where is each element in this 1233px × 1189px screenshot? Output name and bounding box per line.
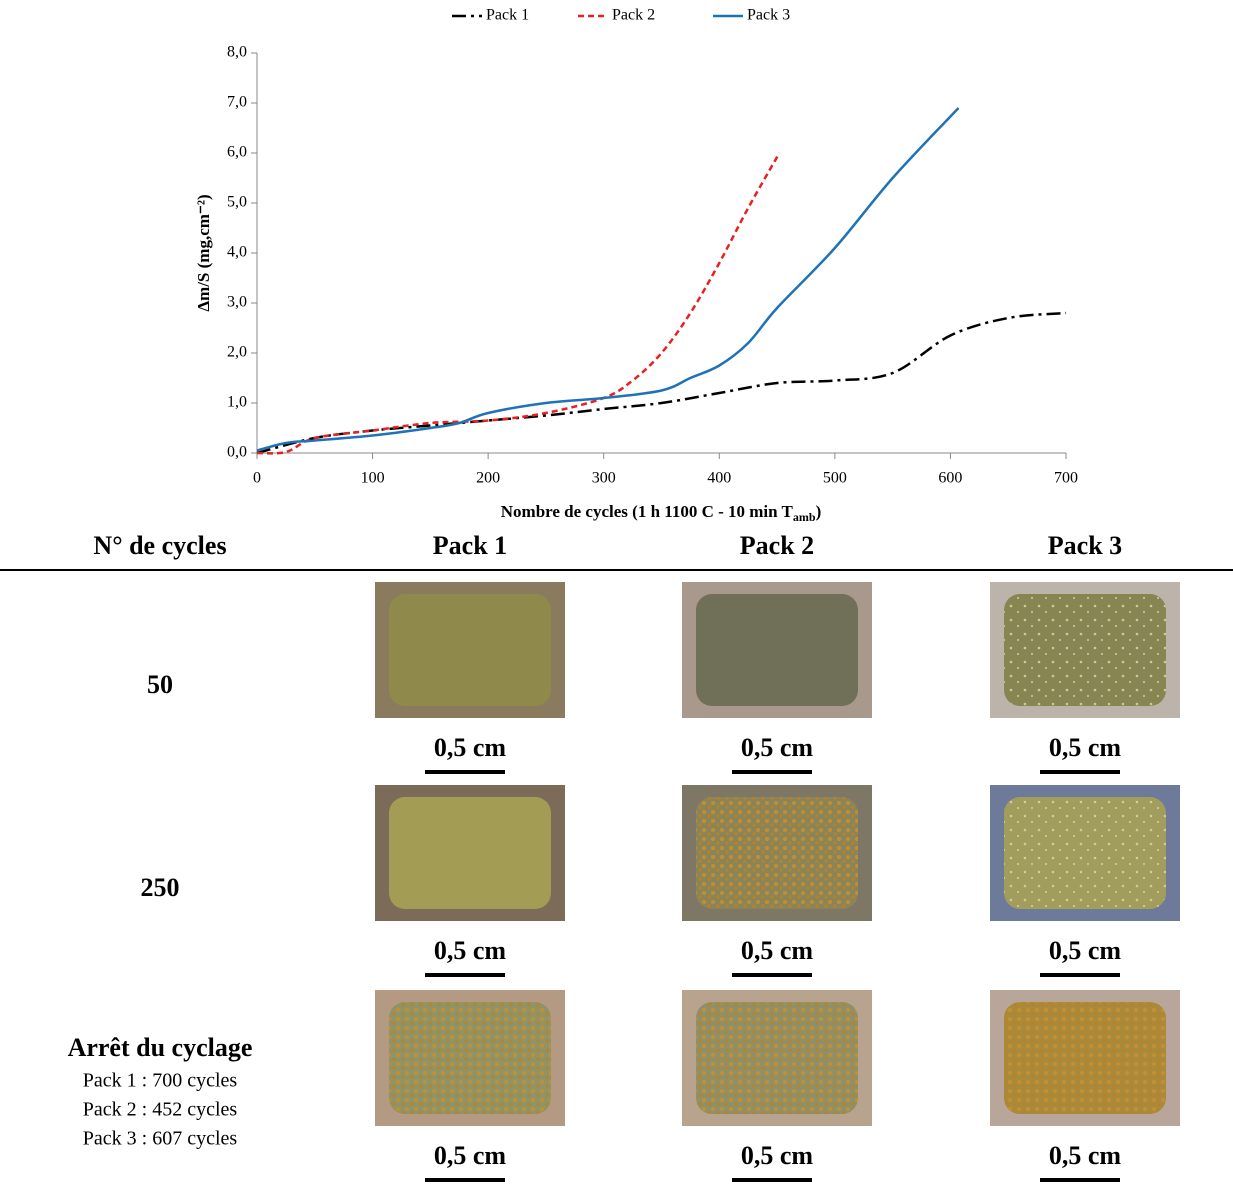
row-note: Pack 1 : 700 cycles — [83, 1070, 238, 1092]
x-tick-label: 0 — [253, 470, 261, 487]
x-title-end: ) — [816, 502, 822, 521]
x-axis-title: Nombre de cycles (1 h 1100 C - 10 min Ta… — [501, 502, 821, 524]
scale-label: 0,5 cm — [1049, 733, 1122, 762]
legend-label: Pack 3 — [747, 7, 790, 24]
y-tick-label: 4,0 — [227, 244, 247, 261]
x-tick-label: 600 — [938, 470, 962, 487]
series-line — [256, 107, 960, 452]
scale-label: 0,5 cm — [1049, 936, 1122, 965]
series-line — [256, 152, 781, 455]
row-note: Pack 3 : 607 cycles — [83, 1128, 238, 1150]
y-tick-label: 6,0 — [227, 144, 247, 161]
y-tick-label: 0,0 — [227, 444, 247, 461]
y-tick-label: 3,0 — [227, 294, 247, 311]
scale-label: 0,5 cm — [741, 936, 814, 965]
sample-texture — [389, 1002, 551, 1114]
x-title-sub: amb — [793, 510, 816, 524]
y-tick-label: 7,0 — [227, 94, 247, 111]
legend-label: Pack 1 — [486, 7, 529, 24]
x-tick-label: 100 — [361, 470, 385, 487]
y-tick-label: 5,0 — [227, 194, 247, 211]
x-tick-label: 200 — [476, 470, 500, 487]
table-header: N° de cycles — [93, 531, 226, 560]
x-tick-label: 700 — [1054, 470, 1078, 487]
sample-texture — [696, 797, 858, 909]
row-label: 50 — [147, 670, 173, 699]
series-line — [256, 311, 1067, 455]
sample — [696, 594, 858, 706]
x-tick-label: 500 — [823, 470, 847, 487]
scale-label: 0,5 cm — [434, 1141, 507, 1170]
y-axis-title: Δm/S (mg,cm⁻²) — [194, 194, 213, 311]
scale-label: 0,5 cm — [434, 733, 507, 762]
y-tick-label: 1,0 — [227, 394, 247, 411]
legend-label: Pack 2 — [612, 7, 655, 24]
table-header: Pack 2 — [740, 531, 814, 560]
x-tick-label: 300 — [592, 470, 616, 487]
row-label: 250 — [141, 873, 180, 902]
sample-texture — [1004, 1002, 1166, 1114]
scale-label: 0,5 cm — [434, 936, 507, 965]
sample — [389, 594, 551, 706]
scale-label: 0,5 cm — [1049, 1141, 1122, 1170]
sample-texture — [1004, 594, 1166, 706]
sample — [389, 797, 551, 909]
x-title-main: Nombre de cycles (1 h 1100 C - 10 min T — [501, 502, 794, 521]
sample-texture — [696, 1002, 858, 1114]
y-tick-label: 8,0 — [227, 44, 247, 61]
x-tick-label: 400 — [707, 470, 731, 487]
scale-label: 0,5 cm — [741, 733, 814, 762]
y-tick-label: 2,0 — [227, 344, 247, 361]
sample-texture — [1004, 797, 1166, 909]
table-header: Pack 1 — [433, 531, 507, 560]
row-note: Pack 2 : 452 cycles — [83, 1099, 238, 1121]
scale-label: 0,5 cm — [741, 1141, 814, 1170]
table-header: Pack 3 — [1048, 531, 1122, 560]
row-label: Arrêt du cyclage — [68, 1033, 253, 1062]
